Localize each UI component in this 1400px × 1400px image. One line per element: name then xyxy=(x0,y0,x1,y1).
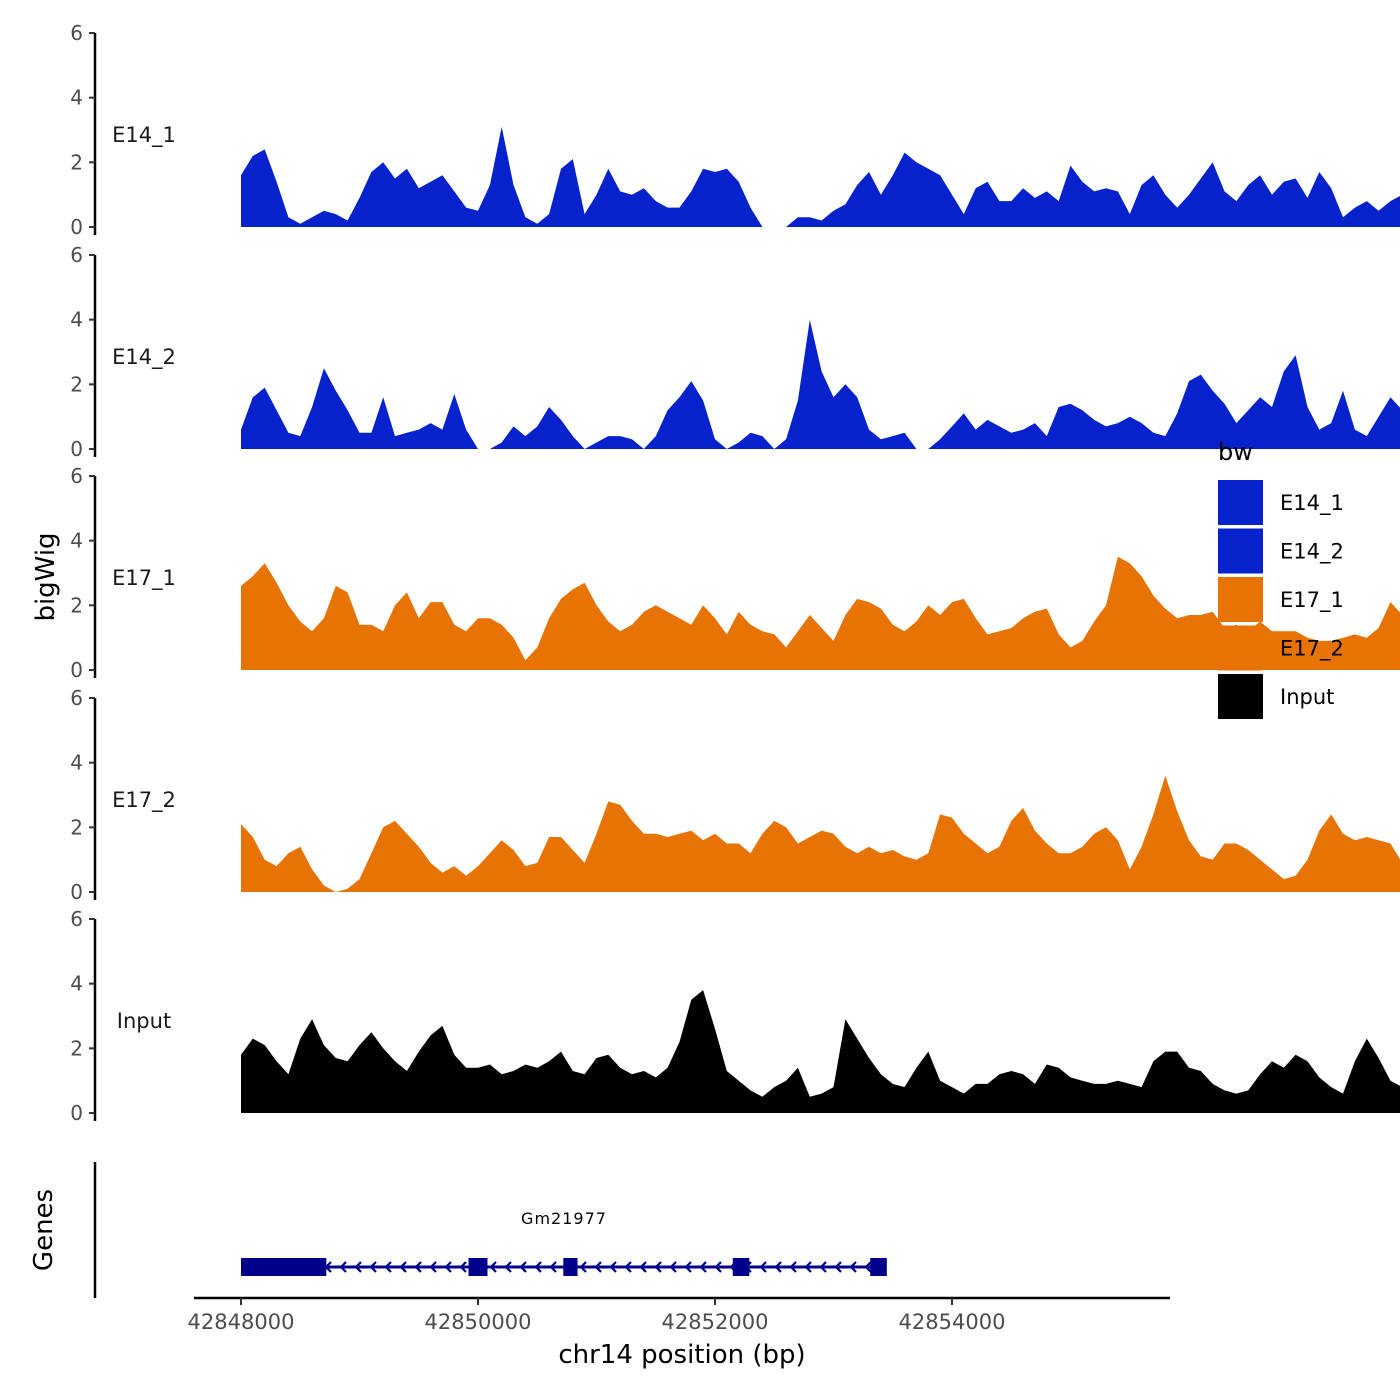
y-tick-label: 0 xyxy=(70,880,83,904)
y-tick-label: 4 xyxy=(70,751,83,775)
y-tick-label: 4 xyxy=(70,86,83,110)
y-tick-label: 0 xyxy=(70,437,83,461)
signal-area-Input xyxy=(241,990,1400,1113)
strand-chevron xyxy=(639,1261,647,1273)
exon-2 xyxy=(468,1258,488,1276)
y-tick-label: 0 xyxy=(70,1101,83,1125)
y-tick-label: 4 xyxy=(70,972,83,996)
strand-chevron xyxy=(459,1261,467,1273)
strand-chevron xyxy=(609,1261,617,1273)
strand-chevron xyxy=(834,1261,842,1273)
track-label: E17_2 xyxy=(112,788,176,813)
legend-swatch-E14_2 xyxy=(1218,528,1263,574)
strand-chevron xyxy=(489,1261,497,1273)
strand-chevron xyxy=(624,1261,632,1273)
y-tick-label: 6 xyxy=(70,243,83,267)
strand-chevron xyxy=(429,1261,437,1273)
strand-chevron xyxy=(519,1261,527,1273)
legend-label-E14_2: E14_2 xyxy=(1280,540,1344,565)
strand-chevron xyxy=(759,1261,767,1273)
y-tick-label: 2 xyxy=(70,1036,83,1060)
strand-chevron xyxy=(789,1261,797,1273)
exon-1 xyxy=(241,1258,327,1276)
strand-chevron xyxy=(699,1261,707,1273)
y-tick-label: 4 xyxy=(70,529,83,553)
x-tick-label: 42852000 xyxy=(662,1310,769,1334)
strand-chevron xyxy=(804,1261,812,1273)
legend-swatch-Input xyxy=(1218,674,1263,719)
track-E17_1: 0 2 4 6 E17_1 xyxy=(70,464,1400,682)
strand-chevron xyxy=(399,1261,407,1273)
legend-swatch-E17_1 xyxy=(1218,577,1263,622)
strand-chevron xyxy=(654,1261,662,1273)
strand-chevron xyxy=(849,1261,857,1273)
strand-chevron xyxy=(369,1261,377,1273)
x-tick-label: 42850000 xyxy=(425,1310,532,1334)
track-E14_1: 0 2 4 6 E14_1 xyxy=(70,21,1400,239)
genes-track: Gm21977 xyxy=(93,1162,887,1298)
x-tick-label: 42854000 xyxy=(899,1310,1006,1334)
track-label: Input xyxy=(117,1009,171,1033)
strand-chevron xyxy=(669,1261,677,1273)
y-tick-label: 4 xyxy=(70,308,83,332)
legend-swatch-E17_2 xyxy=(1218,625,1263,671)
exon-5 xyxy=(870,1258,887,1276)
x-tick-label: 42848000 xyxy=(188,1310,295,1334)
strand-chevron xyxy=(444,1261,452,1273)
y-tick-label: 2 xyxy=(70,815,83,839)
y-axis-title: bigWig xyxy=(31,532,61,621)
y-tick-label: 6 xyxy=(70,907,83,931)
legend-title: bw xyxy=(1218,438,1253,466)
track-label: E14_2 xyxy=(112,345,176,370)
exon-4 xyxy=(732,1258,750,1276)
x-axis: 42848000 42850000 42852000 42854000 xyxy=(188,1296,1170,1334)
strand-chevron xyxy=(549,1261,557,1273)
legend-label-Input: Input xyxy=(1280,685,1334,709)
strand-chevron xyxy=(774,1261,782,1273)
genes-track-label: Genes xyxy=(29,1189,59,1271)
y-tick-label: 2 xyxy=(70,372,83,396)
legend-swatch-E14_1 xyxy=(1218,480,1263,525)
legend: bw E14_1 E14_2 E17_1 E17_2 Input xyxy=(1218,438,1344,719)
x-axis-title: chr14 position (bp) xyxy=(558,1340,805,1370)
exon-3 xyxy=(563,1258,578,1276)
y-tick-label: 0 xyxy=(70,215,83,239)
strand-chevron xyxy=(339,1261,347,1273)
legend-label-E14_1: E14_1 xyxy=(1280,491,1344,516)
track-label: E17_1 xyxy=(112,566,176,591)
legend-label-E17_1: E17_1 xyxy=(1280,588,1344,613)
strand-chevron xyxy=(819,1261,827,1273)
y-tick-label: 6 xyxy=(70,686,83,710)
signal-area-E17_1 xyxy=(241,556,1400,670)
track-E14_2: 0 2 4 6 E14_2 xyxy=(70,243,1400,461)
tracks-layer: 0 2 4 6 E14_1 0 2 4 6 E14_2 0 2 4 6 E17_1 0 2 4 6 E17_2 0 2 4 6… xyxy=(70,21,1400,1125)
y-tick-label: 2 xyxy=(70,593,83,617)
y-tick-label: 6 xyxy=(70,21,83,45)
strand-chevron xyxy=(864,1261,872,1273)
signal-area-E14_1 xyxy=(241,126,1400,227)
strand-chevron xyxy=(684,1261,692,1273)
strand-chevron xyxy=(534,1261,542,1273)
signal-area-E14_2 xyxy=(241,319,1400,449)
y-tick-label: 6 xyxy=(70,464,83,488)
strand-chevron xyxy=(384,1261,392,1273)
strand-chevron xyxy=(594,1261,602,1273)
track-Input: 0 2 4 6 Input xyxy=(70,907,1400,1125)
strand-chevron xyxy=(354,1261,362,1273)
strand-chevron xyxy=(414,1261,422,1273)
strand-chevron xyxy=(504,1261,512,1273)
track-E17_2: 0 2 4 6 E17_2 xyxy=(70,686,1400,904)
gene-name-label: Gm21977 xyxy=(521,1209,607,1228)
strand-chevron xyxy=(714,1261,722,1273)
y-tick-label: 2 xyxy=(70,150,83,174)
y-tick-label: 0 xyxy=(70,658,83,682)
signal-area-E17_2 xyxy=(241,775,1400,892)
legend-label-E17_2: E17_2 xyxy=(1280,637,1344,662)
strand-chevron xyxy=(579,1261,587,1273)
track-label: E14_1 xyxy=(112,123,176,148)
